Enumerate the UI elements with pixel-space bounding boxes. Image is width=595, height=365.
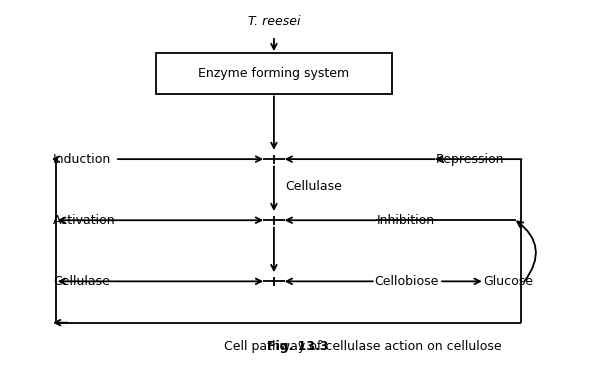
Text: Activation: Activation	[53, 214, 115, 227]
Text: Glucose: Glucose	[483, 275, 533, 288]
Text: T. reesei: T. reesei	[248, 15, 300, 28]
Text: Fig. 13.3: Fig. 13.3	[267, 340, 328, 353]
Text: Cellulase: Cellulase	[286, 180, 343, 193]
Text: Repression: Repression	[436, 153, 505, 166]
FancyBboxPatch shape	[156, 53, 392, 95]
Text: Cellulase: Cellulase	[53, 275, 109, 288]
Text: Induction: Induction	[53, 153, 111, 166]
Text: Enzyme forming system: Enzyme forming system	[198, 67, 349, 80]
Text: Cellobiose: Cellobiose	[374, 275, 439, 288]
Text: Cell pathway of cellulase action on cellulose: Cell pathway of cellulase action on cell…	[220, 340, 502, 353]
Text: Inhibition: Inhibition	[377, 214, 435, 227]
